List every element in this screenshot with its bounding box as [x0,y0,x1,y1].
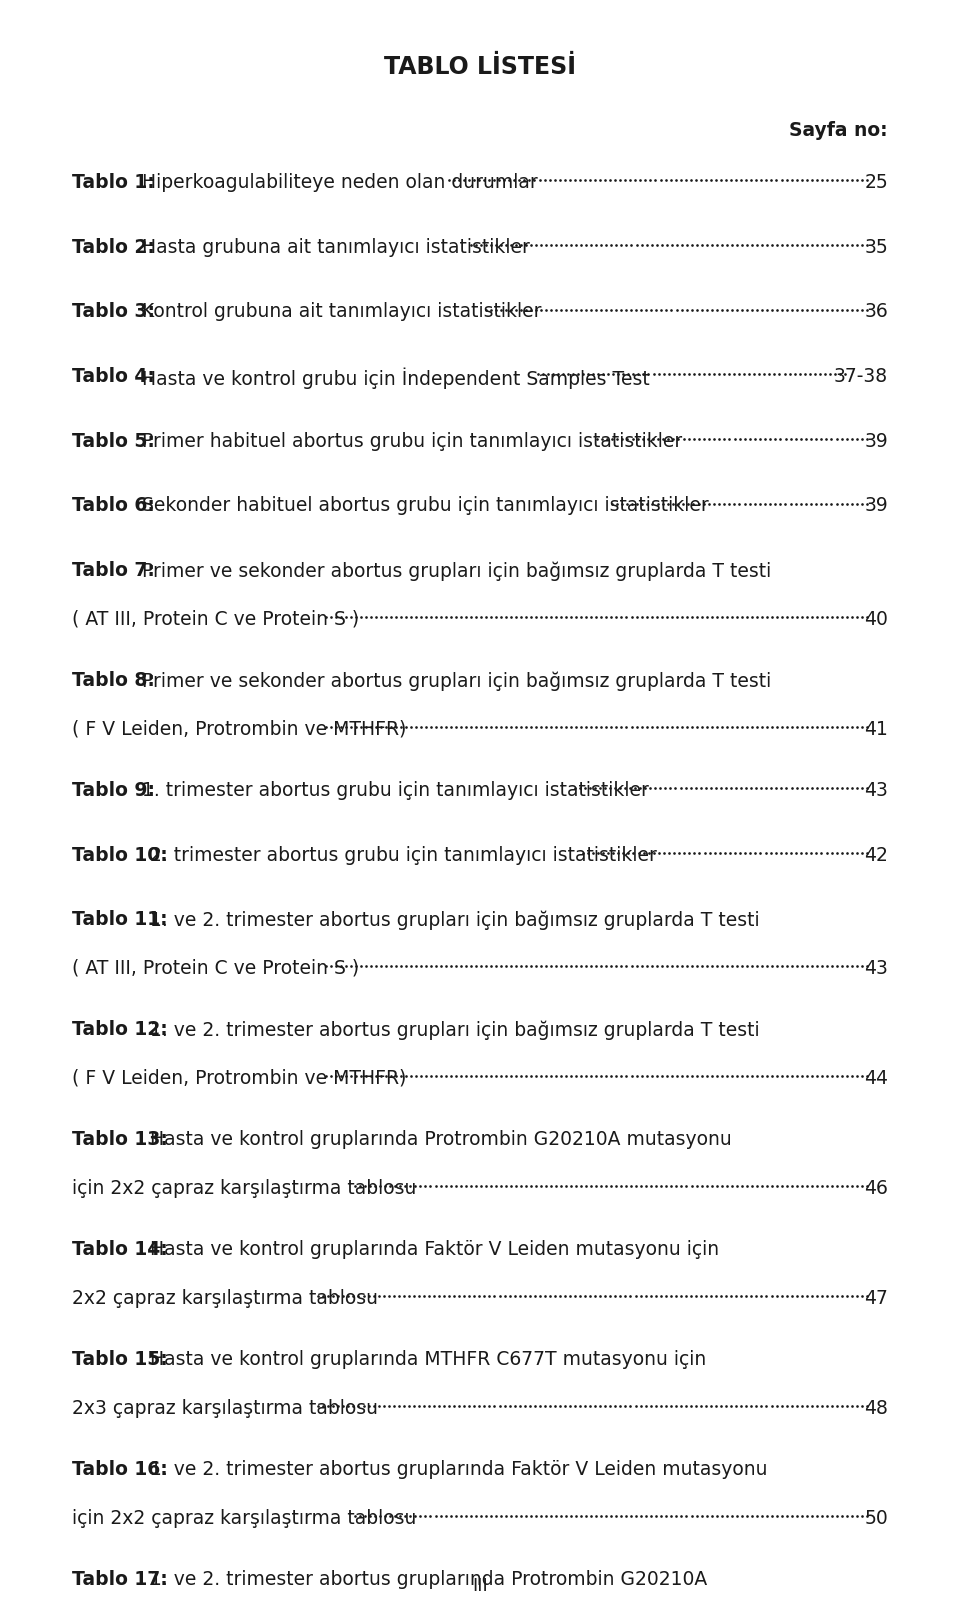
Text: Hasta grubuna ait tanımlayıcı istatistikler: Hasta grubuna ait tanımlayıcı istatistik… [136,238,536,257]
Text: 50: 50 [864,1509,888,1528]
Text: Tablo 5:: Tablo 5: [72,432,155,451]
Text: 25: 25 [864,173,888,192]
Text: Hasta ve kontrol grubu için İndependent Samples Test: Hasta ve kontrol grubu için İndependent … [136,367,656,388]
Text: Tablo 9:: Tablo 9: [72,781,155,800]
Text: Tablo 6:: Tablo 6: [72,496,155,516]
Text: Tablo 12:: Tablo 12: [72,1020,168,1040]
Text: Hasta ve kontrol gruplarında MTHFR C677T mutasyonu için: Hasta ve kontrol gruplarında MTHFR C677T… [144,1350,707,1370]
Text: Sekonder habituel abortus grubu için tanımlayıcı istatistikler: Sekonder habituel abortus grubu için tan… [136,496,715,516]
Text: ( AT III, Protein C ve Protein S ): ( AT III, Protein C ve Protein S ) [72,610,359,629]
Text: 48: 48 [864,1399,888,1418]
Text: 44: 44 [864,1069,888,1088]
Text: 2. trimester abortus grubu için tanımlayıcı istatistikler: 2. trimester abortus grubu için tanımlay… [144,846,662,865]
Text: Tablo 11:: Tablo 11: [72,910,168,930]
Text: ( F V Leiden, Protrombin ve MTHFR): ( F V Leiden, Protrombin ve MTHFR) [72,1069,406,1088]
Text: Tablo 2:: Tablo 2: [72,238,155,257]
Text: Tablo 1:: Tablo 1: [72,173,155,192]
Text: 41: 41 [864,720,888,739]
Text: Tablo 10:: Tablo 10: [72,846,168,865]
Text: 43: 43 [864,781,888,800]
Text: Primer habituel abortus grubu için tanımlayıcı istatistikler: Primer habituel abortus grubu için tanım… [136,432,688,451]
Text: Tablo 8:: Tablo 8: [72,671,155,690]
Text: ( AT III, Protein C ve Protein S ): ( AT III, Protein C ve Protein S ) [72,959,359,978]
Text: Tablo 14:: Tablo 14: [72,1240,168,1260]
Text: 43: 43 [864,959,888,978]
Text: 37-38: 37-38 [834,367,888,386]
Text: Tablo 17:: Tablo 17: [72,1570,168,1590]
Text: Hasta ve kontrol gruplarında Faktör V Leiden mutasyonu için: Hasta ve kontrol gruplarında Faktör V Le… [144,1240,719,1260]
Text: Tablo 16:: Tablo 16: [72,1460,168,1480]
Text: 1. ve 2. trimester abortus gruplarında Protrombin G20210A: 1. ve 2. trimester abortus gruplarında P… [144,1570,708,1590]
Text: 39: 39 [864,496,888,516]
Text: 36: 36 [864,302,888,322]
Text: 1. ve 2. trimester abortus grupları için bağımsız gruplarda T testi: 1. ve 2. trimester abortus grupları için… [144,1020,759,1040]
Text: Kontrol grubuna ait tanımlayıcı istatistikler: Kontrol grubuna ait tanımlayıcı istatist… [136,302,547,322]
Text: Tablo 13:: Tablo 13: [72,1130,168,1150]
Text: TABLO LİSTESİ: TABLO LİSTESİ [384,55,576,79]
Text: 47: 47 [864,1289,888,1308]
Text: 42: 42 [864,846,888,865]
Text: Hasta ve kontrol gruplarında Protrombin G20210A mutasyonu: Hasta ve kontrol gruplarında Protrombin … [144,1130,732,1150]
Text: 39: 39 [864,432,888,451]
Text: Primer ve sekonder abortus grupları için bağımsız gruplarda T testi: Primer ve sekonder abortus grupları için… [136,671,771,690]
Text: Tablo 3:: Tablo 3: [72,302,155,322]
Text: Tablo 4:: Tablo 4: [72,367,155,386]
Text: Sayfa no:: Sayfa no: [789,121,888,141]
Text: için 2x2 çapraz karşılaştırma tablosu: için 2x2 çapraz karşılaştırma tablosu [72,1509,422,1528]
Text: 35: 35 [864,238,888,257]
Text: 46: 46 [864,1179,888,1198]
Text: Hiperkoagulabiliteye neden olan durumlar: Hiperkoagulabiliteye neden olan durumlar [136,173,543,192]
Text: Tablo 15:: Tablo 15: [72,1350,168,1370]
Text: III: III [472,1577,488,1594]
Text: 2x3 çapraz karşılaştırma tablosu: 2x3 çapraz karşılaştırma tablosu [72,1399,384,1418]
Text: 1. ve 2. trimester abortus gruplarında Faktör V Leiden mutasyonu: 1. ve 2. trimester abortus gruplarında F… [144,1460,767,1480]
Text: 1. trimester abortus grubu için tanımlayıcı istatistikler: 1. trimester abortus grubu için tanımlay… [136,781,655,800]
Text: ( F V Leiden, Protrombin ve MTHFR): ( F V Leiden, Protrombin ve MTHFR) [72,720,406,739]
Text: 40: 40 [864,610,888,629]
Text: 2x2 çapraz karşılaştırma tablosu: 2x2 çapraz karşılaştırma tablosu [72,1289,384,1308]
Text: 1. ve 2. trimester abortus grupları için bağımsız gruplarda T testi: 1. ve 2. trimester abortus grupları için… [144,910,759,930]
Text: Primer ve sekonder abortus grupları için bağımsız gruplarda T testi: Primer ve sekonder abortus grupları için… [136,561,771,581]
Text: Tablo 7:: Tablo 7: [72,561,155,581]
Text: için 2x2 çapraz karşılaştırma tablosu: için 2x2 çapraz karşılaştırma tablosu [72,1179,422,1198]
